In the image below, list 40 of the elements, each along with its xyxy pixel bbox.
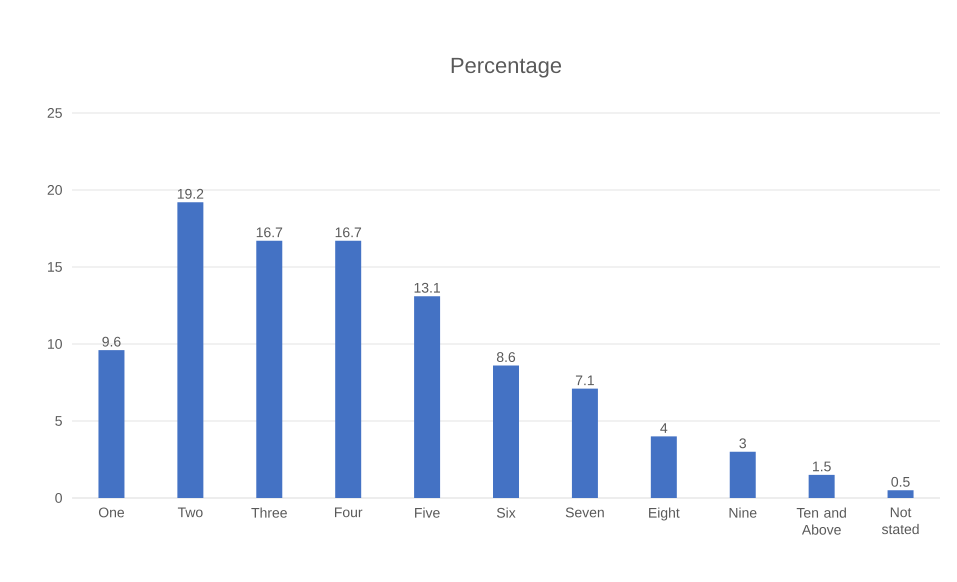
x-tick-label: Ten and Above <box>796 508 846 535</box>
y-tick-label: 5 <box>55 416 62 426</box>
x-tick-label: Two <box>178 508 203 518</box>
y-tick-label: 0 <box>55 493 62 503</box>
data-label: 13.1 <box>414 282 440 293</box>
bar <box>730 452 756 498</box>
data-label: 16.7 <box>336 227 362 238</box>
x-tick-label: One <box>98 507 124 518</box>
bar <box>650 436 677 498</box>
x-tick-label: Nine <box>730 508 756 518</box>
y-tick-label: 10 <box>48 339 62 349</box>
data-label: 1.5 <box>813 462 831 472</box>
x-tick-label: Not stated <box>882 508 919 534</box>
bar <box>256 240 282 498</box>
bar <box>493 366 520 498</box>
bar <box>414 296 440 498</box>
bar <box>98 350 124 498</box>
data-label: 16.7 <box>256 227 282 238</box>
bar <box>177 202 204 498</box>
bar <box>808 474 835 498</box>
x-tick-label: Five <box>415 508 440 518</box>
x-tick-label: Three <box>251 508 287 518</box>
y-tick-label: 15 <box>48 262 62 272</box>
x-tick-label: Seven <box>566 507 604 518</box>
y-tick-label: 20 <box>48 185 62 195</box>
bar <box>888 490 914 498</box>
data-label: 4 <box>660 423 668 433</box>
chart-title: Percentage <box>452 58 562 78</box>
data-label: 9.6 <box>102 336 121 347</box>
data-label: 8.6 <box>496 352 516 362</box>
x-tick-label: Four <box>334 508 362 518</box>
data-label: 0.5 <box>891 476 910 487</box>
bar <box>335 240 362 498</box>
data-label: 19.2 <box>178 188 204 199</box>
x-tick-label: Six <box>496 508 516 518</box>
y-tick-label: 25 <box>48 108 62 118</box>
data-label: 3 <box>739 438 746 448</box>
data-label: 7.1 <box>576 376 594 386</box>
x-tick-label: Eight <box>649 508 680 521</box>
bar <box>572 388 598 498</box>
